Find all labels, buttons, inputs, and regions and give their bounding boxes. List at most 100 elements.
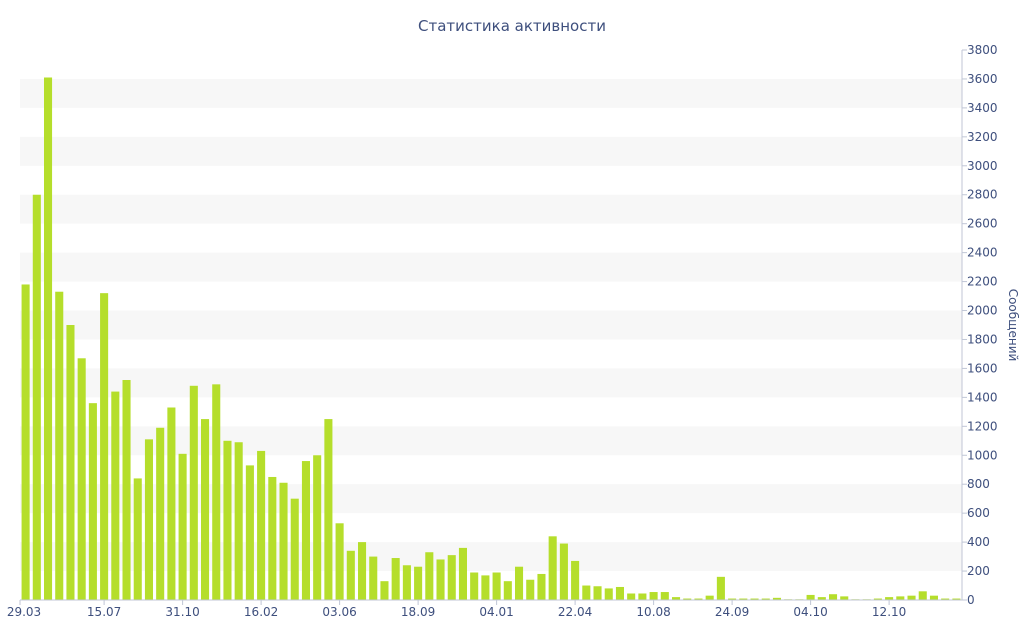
bar xyxy=(806,594,815,600)
bar xyxy=(436,559,445,600)
y-tick-label: 0 xyxy=(967,593,975,607)
bar xyxy=(873,598,882,600)
bar xyxy=(829,594,838,600)
bar xyxy=(627,593,636,600)
bar xyxy=(772,597,781,600)
bar xyxy=(189,385,198,600)
bar xyxy=(44,77,53,600)
bar xyxy=(896,596,905,600)
bar xyxy=(212,384,221,600)
y-axis-ticks: 0 200 400 600 800 1000 1200 1400 1600 1800 2000 220… xyxy=(962,43,998,607)
grid-band xyxy=(20,194,962,224)
bar xyxy=(414,566,423,600)
bar xyxy=(705,595,714,600)
chart-title: Статистика активности xyxy=(418,17,606,35)
bar xyxy=(840,596,849,600)
bar xyxy=(324,419,333,600)
bar xyxy=(144,439,153,600)
x-tick-label: 31.10 xyxy=(165,605,199,619)
y-tick-label: 200 xyxy=(967,564,990,578)
x-tick-label: 18.09 xyxy=(401,605,435,619)
bar xyxy=(593,586,602,600)
bar xyxy=(750,598,759,600)
bar xyxy=(739,598,748,600)
y-tick-label: 1600 xyxy=(967,361,998,375)
bar xyxy=(156,427,165,600)
bar xyxy=(369,556,378,600)
x-tick-label: 22.04 xyxy=(558,605,592,619)
y-tick-label: 400 xyxy=(967,535,990,549)
grid-band xyxy=(20,252,962,282)
bar xyxy=(313,455,322,600)
bar xyxy=(941,598,950,600)
bar xyxy=(447,555,456,600)
bar xyxy=(133,478,142,600)
y-tick-label: 2400 xyxy=(967,246,998,260)
y-tick-label: 3800 xyxy=(967,43,998,57)
y-tick-label: 3600 xyxy=(967,72,998,86)
bar xyxy=(201,419,210,600)
bar xyxy=(55,291,64,600)
bar xyxy=(122,380,131,600)
bar xyxy=(638,593,647,600)
bar xyxy=(358,542,367,600)
bar xyxy=(458,547,467,600)
bar xyxy=(77,358,86,600)
y-tick-label: 3000 xyxy=(967,159,998,173)
x-tick-label: 04.10 xyxy=(793,605,827,619)
x-tick-label: 12.10 xyxy=(872,605,906,619)
bar xyxy=(492,572,501,600)
y-tick-label: 1200 xyxy=(967,419,998,433)
bar xyxy=(885,597,894,600)
y-tick-label: 2200 xyxy=(967,275,998,289)
grid-band xyxy=(20,426,962,456)
bar xyxy=(66,325,75,600)
x-tick-label: 15.07 xyxy=(87,605,121,619)
bar xyxy=(503,581,512,600)
bar xyxy=(32,194,41,601)
bar xyxy=(245,465,254,600)
bar xyxy=(672,597,681,600)
bar xyxy=(604,588,613,600)
grid-band xyxy=(20,368,962,398)
bar xyxy=(548,536,557,600)
bar xyxy=(571,560,580,600)
bar xyxy=(21,284,30,600)
bar xyxy=(470,572,479,600)
bar xyxy=(167,407,176,600)
bar xyxy=(660,592,669,600)
grid-bands xyxy=(20,78,962,572)
y-tick-label: 2800 xyxy=(967,188,998,202)
x-tick-label: 16.02 xyxy=(244,605,278,619)
bar xyxy=(380,581,389,600)
bar xyxy=(88,403,97,600)
bar xyxy=(301,461,310,600)
bar xyxy=(346,550,355,600)
bar xyxy=(582,585,591,600)
bar xyxy=(268,476,277,600)
x-tick-label: 10.08 xyxy=(636,605,670,619)
bar xyxy=(279,482,288,600)
y-tick-label: 3400 xyxy=(967,101,998,115)
x-tick-label: 24.09 xyxy=(715,605,749,619)
grid-band xyxy=(20,484,962,514)
grid-band xyxy=(20,78,962,108)
grid-band xyxy=(20,310,962,340)
bar xyxy=(425,552,434,600)
bar xyxy=(716,576,725,600)
bar xyxy=(929,595,938,600)
bar xyxy=(817,597,826,600)
bar xyxy=(257,450,266,600)
x-tick-label: 29.03 xyxy=(7,605,41,619)
x-axis-ticks: 29.03 15.07 31.10 16.02 03.06 18.09 04.01 22.04… xyxy=(7,600,906,619)
bar xyxy=(952,598,961,600)
bar xyxy=(391,558,400,600)
bar xyxy=(515,566,524,600)
bar xyxy=(615,586,624,600)
x-tick-label: 04.01 xyxy=(479,605,513,619)
bar xyxy=(526,579,535,600)
y-tick-label: 600 xyxy=(967,506,990,520)
bar xyxy=(761,598,770,600)
y-tick-label: 1800 xyxy=(967,332,998,346)
